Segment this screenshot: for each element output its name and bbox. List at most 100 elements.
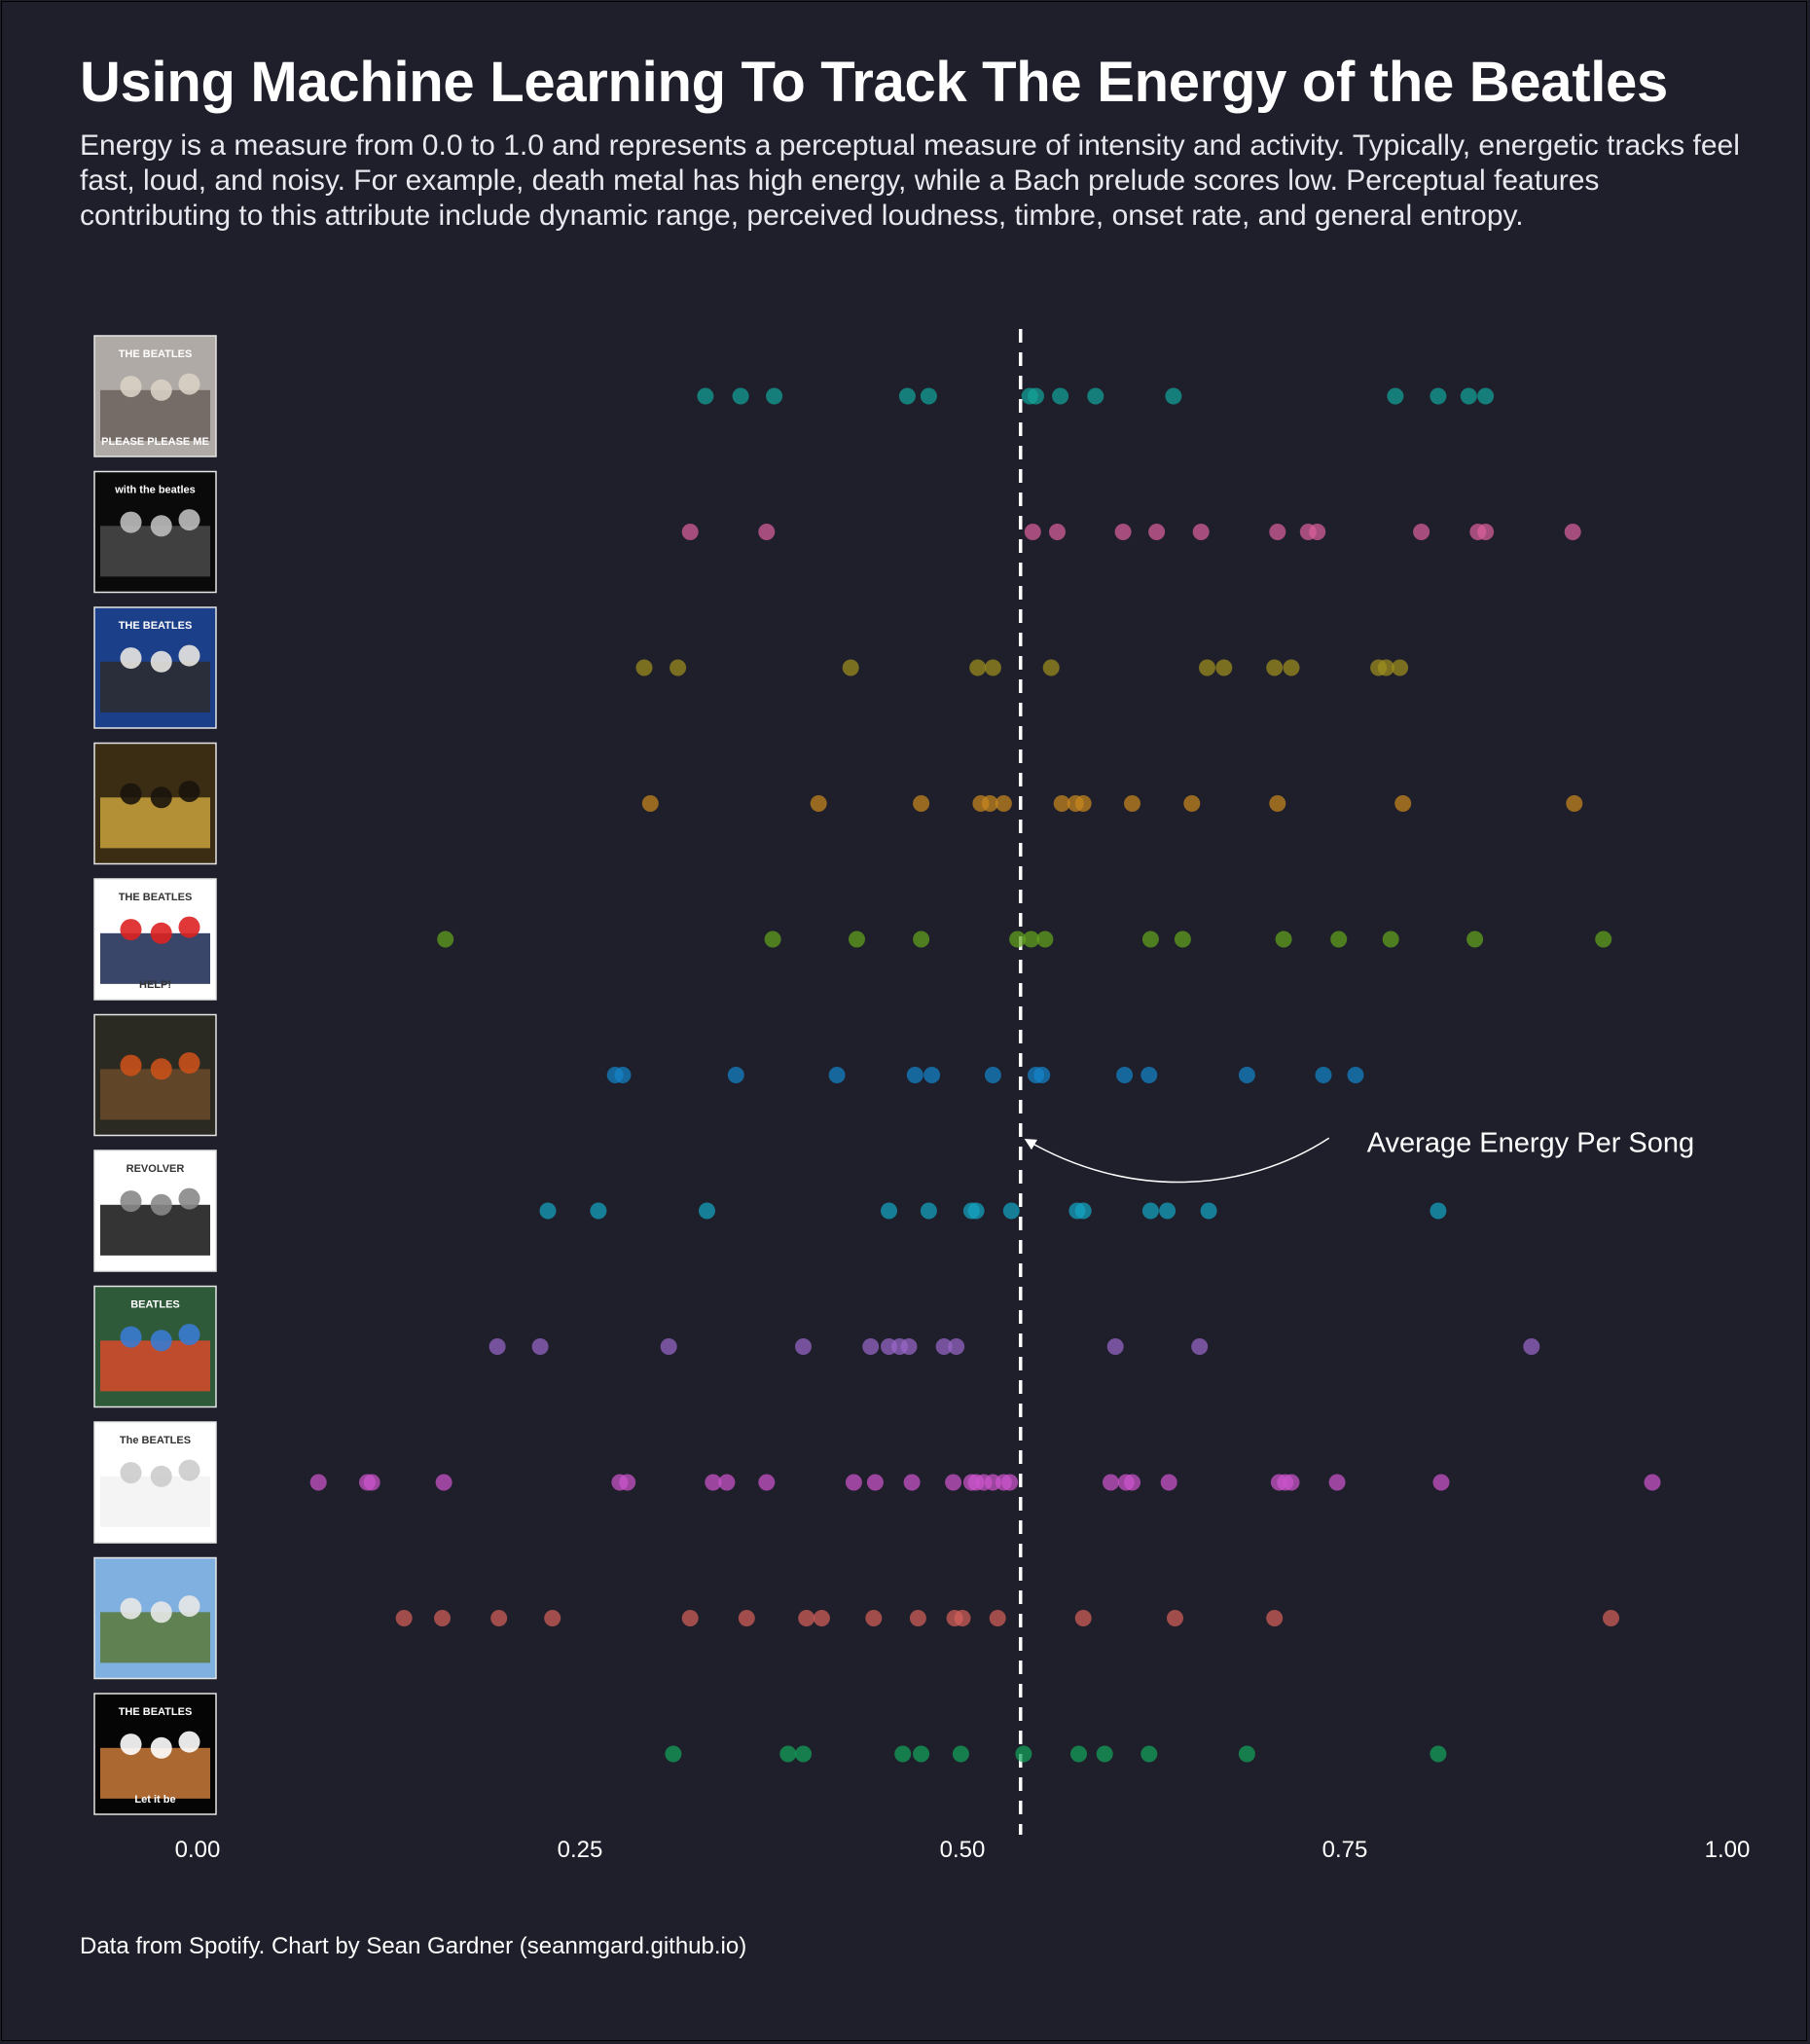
song-point [1309, 524, 1326, 540]
song-point [935, 1338, 953, 1355]
song-point [699, 1202, 715, 1220]
album-cover-text: REVOLVER [127, 1163, 185, 1175]
song-point [1024, 524, 1041, 540]
song-point [1430, 387, 1447, 405]
song-point [619, 1474, 636, 1491]
song-point [1328, 1474, 1346, 1491]
song-point [641, 795, 659, 812]
song-point [1377, 659, 1394, 676]
song-point [995, 795, 1012, 812]
song-point [894, 1745, 912, 1763]
song-point [670, 659, 687, 676]
song-point [795, 1745, 812, 1763]
song-point [1140, 1745, 1158, 1763]
annotation: Average Energy Per Song [1024, 1127, 1694, 1184]
song-point [758, 1474, 776, 1491]
song-point [898, 387, 916, 405]
song-point [1330, 931, 1348, 948]
song-point [1432, 1474, 1450, 1491]
song-point [539, 1202, 557, 1220]
song-point [738, 1610, 755, 1626]
song-point [1141, 1202, 1159, 1220]
song-point [1191, 1338, 1209, 1355]
song-point [969, 659, 987, 676]
song-point [490, 1610, 508, 1626]
song-point [981, 795, 998, 812]
song-point [544, 1610, 561, 1626]
song-point [1238, 1067, 1255, 1083]
song-point [1603, 1610, 1619, 1626]
song-point [909, 1610, 926, 1626]
song-point [954, 1610, 971, 1626]
album-cover: THE BEATLES [93, 606, 217, 729]
song-point [845, 1474, 862, 1491]
song-point [1070, 1745, 1087, 1763]
song-point [1192, 524, 1210, 540]
song-point [732, 387, 749, 405]
song-point [849, 931, 865, 948]
song-point [1430, 1202, 1447, 1220]
song-point [1159, 1202, 1176, 1220]
album-cover: THE BEATLES HELP! [93, 878, 217, 1001]
annotation-arrow [1024, 1137, 1330, 1184]
song-point [1124, 795, 1140, 812]
song-point [1074, 1202, 1092, 1220]
song-point [1283, 1474, 1300, 1491]
song-point [665, 1745, 682, 1763]
song-point [1199, 659, 1215, 676]
song-point [945, 1474, 962, 1491]
song-point [660, 1338, 677, 1355]
album-cover-text: HELP! [139, 979, 171, 991]
song-point [989, 1610, 1006, 1626]
song-point [1466, 931, 1484, 948]
song-point [1160, 1474, 1177, 1491]
song-point [1049, 524, 1066, 540]
song-point [967, 1202, 985, 1220]
song-point [1200, 1202, 1217, 1220]
song-point [681, 1610, 699, 1626]
song-point [705, 1474, 722, 1491]
song-point [309, 1474, 327, 1491]
song-point [813, 1610, 830, 1626]
song-point [903, 1474, 921, 1491]
song-point [1387, 387, 1404, 405]
song-point [900, 1338, 918, 1355]
x-tick-label: 0.75 [1322, 1837, 1368, 1863]
song-point [1460, 387, 1477, 405]
song-point [1114, 524, 1132, 540]
song-point [1269, 795, 1286, 812]
song-point [1269, 524, 1286, 540]
song-point [727, 1067, 744, 1083]
song-point [913, 795, 930, 812]
song-point [1148, 524, 1166, 540]
song-point [435, 1474, 452, 1491]
chart-title: Using Machine Learning To Track The Ener… [80, 51, 1668, 114]
song-point [866, 1474, 884, 1491]
song-point [913, 931, 930, 948]
song-point [920, 1202, 937, 1220]
song-point [1566, 795, 1583, 812]
song-point [1315, 1067, 1332, 1083]
album-cover: REVOLVER [93, 1150, 217, 1272]
song-point [764, 931, 781, 948]
song-point [1430, 1745, 1447, 1763]
song-point [614, 1067, 632, 1083]
album-cover-text: THE BEATLES [119, 348, 193, 360]
song-point [531, 1338, 549, 1355]
song-point [1001, 1474, 1019, 1491]
song-point [697, 387, 714, 405]
album-cover [93, 1013, 217, 1137]
song-point [1266, 659, 1284, 676]
song-point [1595, 931, 1612, 948]
song-point [437, 931, 454, 948]
annotation-label: Average Energy Per Song [1367, 1127, 1694, 1158]
album-covers: THE BEATLES PLEASE PLEASE ME with the beat… [93, 335, 217, 1815]
song-point [1394, 795, 1412, 812]
song-point [1087, 387, 1104, 405]
song-point [1266, 1610, 1284, 1626]
song-point [681, 524, 699, 540]
album-cover: THE BEATLES PLEASE PLEASE ME [93, 335, 217, 457]
song-point [913, 1745, 930, 1763]
